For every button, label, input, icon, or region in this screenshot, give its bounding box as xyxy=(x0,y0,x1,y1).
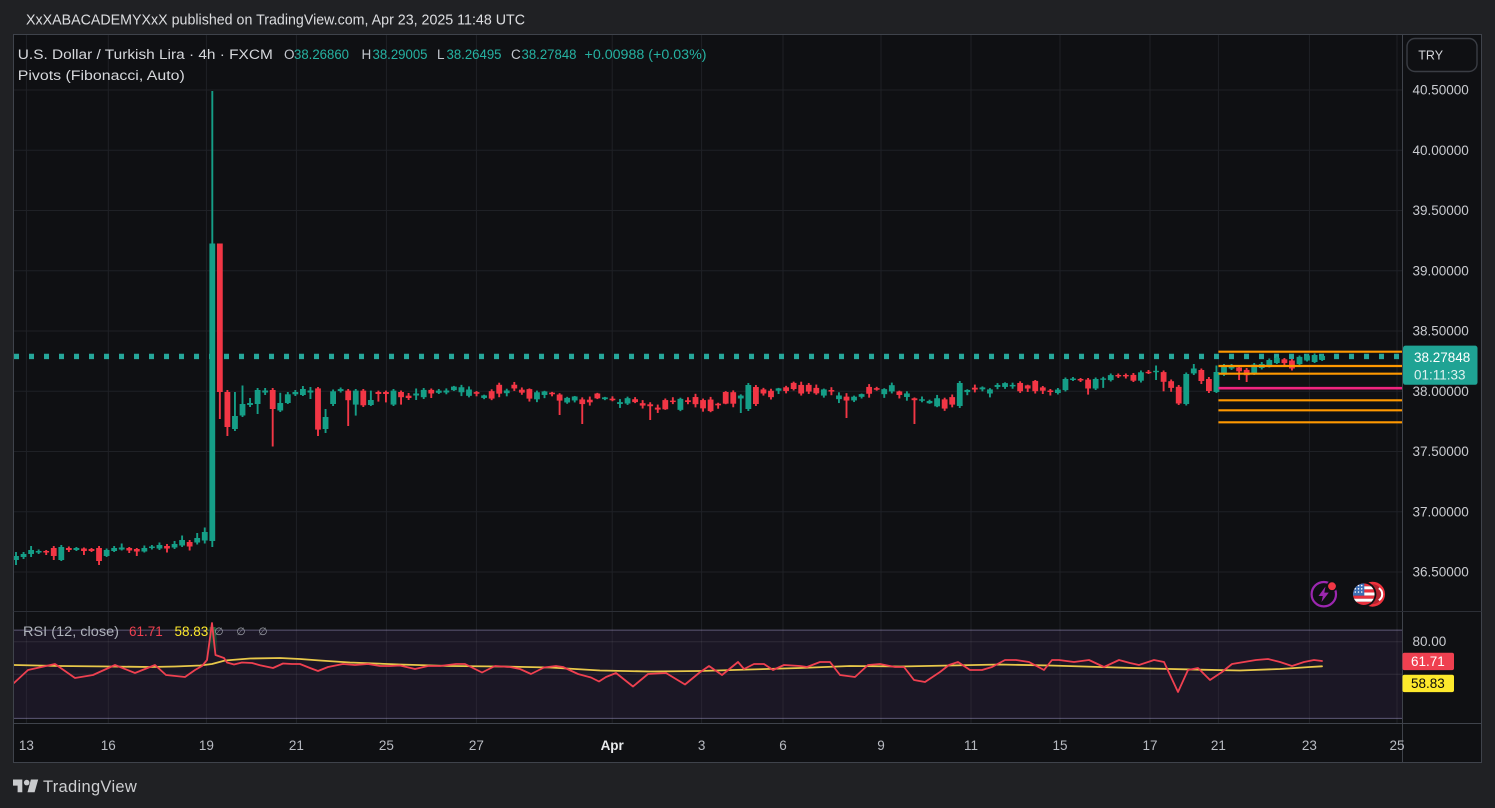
svg-text:39.50000: 39.50000 xyxy=(1413,203,1469,218)
svg-text:6: 6 xyxy=(779,738,787,753)
svg-text:21: 21 xyxy=(289,738,304,753)
svg-text:13: 13 xyxy=(19,738,34,753)
svg-text:19: 19 xyxy=(199,738,214,753)
svg-text:39.00000: 39.00000 xyxy=(1413,263,1469,278)
svg-text:38.00000: 38.00000 xyxy=(1413,384,1469,399)
svg-text:17: 17 xyxy=(1142,738,1157,753)
svg-text:58.83: 58.83 xyxy=(175,624,209,639)
svg-text:25: 25 xyxy=(379,738,394,753)
svg-text:58.83: 58.83 xyxy=(1411,676,1445,691)
svg-text:61.71: 61.71 xyxy=(129,624,163,639)
svg-text:∅: ∅ xyxy=(214,626,223,638)
svg-text:38.26860: 38.26860 xyxy=(294,47,349,62)
svg-text:3: 3 xyxy=(698,738,706,753)
svg-text:61.71: 61.71 xyxy=(1411,654,1445,669)
svg-text:∅: ∅ xyxy=(258,626,267,638)
svg-text:37.50000: 37.50000 xyxy=(1413,444,1469,459)
svg-text:38.50000: 38.50000 xyxy=(1413,324,1469,339)
svg-text:16: 16 xyxy=(101,738,116,753)
svg-text:38.29005: 38.29005 xyxy=(373,47,428,62)
svg-text:L: L xyxy=(437,47,445,62)
svg-text:11: 11 xyxy=(964,738,978,753)
svg-text:RSI (12, close): RSI (12, close) xyxy=(23,624,119,639)
svg-text:C: C xyxy=(511,47,521,62)
svg-text:9: 9 xyxy=(877,738,885,753)
svg-text:38.27848: 38.27848 xyxy=(522,47,577,62)
svg-text:40.50000: 40.50000 xyxy=(1413,83,1469,98)
svg-text:H: H xyxy=(362,47,372,62)
svg-text:XxXABACADEMYXxX published on T: XxXABACADEMYXxX published on TradingView… xyxy=(26,12,525,29)
svg-text:Pivots (Fibonacci, Auto): Pivots (Fibonacci, Auto) xyxy=(18,68,185,83)
svg-text:27: 27 xyxy=(469,738,484,753)
svg-text:36.50000: 36.50000 xyxy=(1413,565,1469,580)
svg-text:38.27848: 38.27848 xyxy=(1414,350,1470,365)
svg-text:O: O xyxy=(284,47,295,62)
svg-text:25: 25 xyxy=(1389,738,1404,753)
svg-text:Apr: Apr xyxy=(601,738,625,753)
svg-text:80.00: 80.00 xyxy=(1413,634,1447,649)
svg-text:∅: ∅ xyxy=(236,626,245,638)
svg-text:+0.00988 (+0.03%): +0.00988 (+0.03%) xyxy=(585,47,707,62)
svg-text:15: 15 xyxy=(1052,738,1067,753)
svg-text:TRY: TRY xyxy=(1418,49,1443,63)
svg-text:U.S. Dollar / Turkish Lira · 4: U.S. Dollar / Turkish Lira · 4h · FXCM xyxy=(18,47,273,62)
svg-text:01:11:33: 01:11:33 xyxy=(1414,368,1466,383)
svg-text:23: 23 xyxy=(1302,738,1317,753)
svg-text:38.26495: 38.26495 xyxy=(447,47,502,62)
svg-text:21: 21 xyxy=(1211,738,1226,753)
svg-text:40.00000: 40.00000 xyxy=(1413,143,1469,158)
svg-text:37.00000: 37.00000 xyxy=(1413,504,1469,519)
